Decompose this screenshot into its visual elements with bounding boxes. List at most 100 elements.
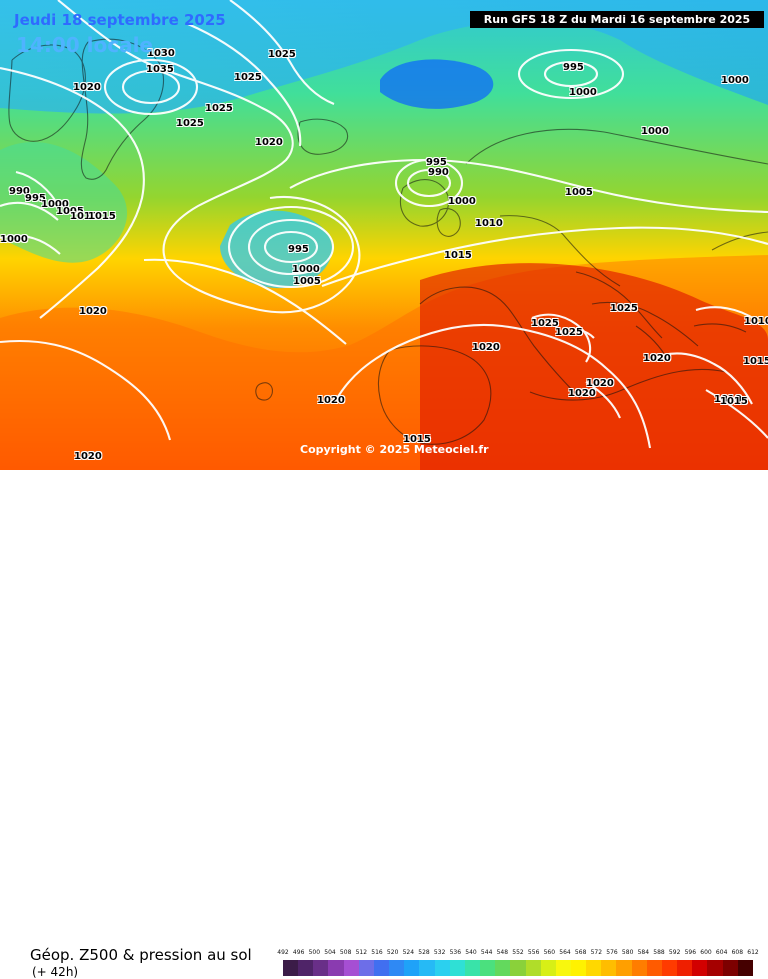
scale-color-block (495, 960, 511, 976)
isobar-label: 1020 (73, 82, 101, 93)
scale-color-block (358, 960, 374, 976)
scale-tick-label: 492 (277, 949, 289, 956)
scale-color-block (631, 960, 647, 976)
atlantic-low-zone (220, 210, 333, 289)
scale-color-block (510, 960, 526, 976)
isobar-label: 995 (288, 244, 309, 255)
scale-tick-label: 496 (292, 949, 305, 956)
isobar-label: 1030 (147, 48, 175, 59)
scale-tick-label: 608 (731, 949, 744, 956)
map-title: Géop. Z500 & pression au sol (30, 946, 252, 964)
coastlines (8, 38, 768, 445)
scale-tick-label: 584 (637, 949, 650, 956)
scale-color-block (449, 960, 465, 976)
scale-color-block (419, 960, 435, 976)
isobar-label: 1020 (317, 395, 345, 406)
scale-tick-label: 548 (496, 949, 509, 956)
isobar-label: 1020 (568, 388, 596, 399)
scale-color-block (677, 960, 693, 976)
isobar-label: 995 (25, 193, 46, 204)
scale-color-block (480, 960, 496, 976)
isobar-label: 1025 (234, 72, 262, 83)
scale-color-block (328, 960, 344, 976)
isobar-label: 1005 (565, 187, 593, 198)
isobar-label: 1010 (475, 218, 503, 229)
isobar-label: 1025 (531, 318, 559, 329)
isobar-label: 1020 (255, 137, 283, 148)
run-banner: Run GFS 18 Z du Mardi 16 septembre 2025 (470, 11, 764, 28)
scale-tick-label: 612 (747, 949, 759, 956)
scale-color-block (707, 960, 723, 976)
scale-tick-label: 500 (308, 949, 321, 956)
scale-tick-label: 556 (527, 949, 540, 956)
scale-color-block (661, 960, 678, 976)
isobar-label: 1015 (88, 211, 116, 222)
scale-color-block (646, 960, 662, 976)
isobar-label: 1000 (721, 75, 749, 86)
scale-color-block (389, 960, 405, 976)
isobar-label: 1000 (0, 234, 28, 245)
color-scale (283, 960, 753, 976)
forecast-time: 14:00 locale (16, 33, 153, 57)
scale-color-block (692, 960, 708, 976)
isobar-label: 1000 (569, 87, 597, 98)
scale-tick-label: 580 (621, 949, 634, 956)
scale-tick-label: 512 (355, 949, 368, 956)
scale-color-block (570, 960, 587, 976)
scale-tick-label: 504 (324, 949, 336, 956)
scale-tick-label: 600 (700, 949, 712, 956)
isobar-label: 1015 (88, 211, 116, 222)
scale-tick-label: 520 (386, 949, 399, 956)
forecast-date: Jeudi 18 septembre 2025 (14, 11, 226, 29)
scale-tick-label: 540 (465, 949, 477, 956)
scale-color-block (722, 960, 738, 976)
isobar-label: 1025 (610, 303, 638, 314)
scale-tick-label: 564 (559, 949, 571, 956)
scale-tick-label: 536 (449, 949, 462, 956)
map-svg (0, 0, 768, 470)
scale-tick-label: 528 (418, 949, 430, 956)
copyright: Copyright © 2025 Meteociel.fr (300, 443, 489, 456)
isobar-label: 1025 (268, 49, 296, 60)
isobar-label: 1020 (586, 378, 614, 389)
scale-color-block (404, 960, 420, 976)
isobar-label: 1020 (74, 451, 102, 462)
scale-color-block (298, 960, 314, 976)
isobar-label: 1035 (146, 64, 174, 75)
scale-color-block (525, 960, 541, 976)
isobar-label: 1015 (743, 356, 768, 367)
isobars (0, 0, 768, 449)
weather-map: 1030 1035 1025 1025 1025 1025 1020 1020 … (0, 0, 768, 470)
scale-labels: 492 496 500 504 508 512 516 520 524 528 532 536 540 5… (277, 949, 758, 959)
isobar-label: 1025 (205, 103, 233, 114)
isobar-label: 1025 (555, 327, 583, 338)
scale-tick-label: 560 (543, 949, 556, 956)
isobar-label: 1020 (643, 353, 671, 364)
isobar-label: 1015 (720, 396, 748, 407)
northern-blue-zone (0, 0, 768, 114)
scale-tick-label: 508 (339, 949, 352, 956)
forecast-range: (+ 42h) (32, 965, 79, 979)
scale-color-block (464, 960, 481, 976)
scale-tick-label: 588 (653, 949, 665, 956)
scale-color-block (283, 960, 299, 976)
scale-tick-label: 544 (480, 949, 493, 956)
scale-color-block (601, 960, 617, 976)
scale-color-block (373, 960, 390, 976)
western-low-zone (0, 141, 128, 263)
scale-tick-label: 576 (606, 949, 618, 956)
scale-color-block (313, 960, 329, 976)
scale-color-block (434, 960, 450, 976)
isobar-label: 1010 (744, 316, 768, 327)
scale-tick-label: 532 (433, 949, 446, 956)
scale-color-block (737, 960, 753, 976)
isobar-label: 1020 (79, 306, 107, 317)
isobar-label: 1000 (448, 196, 476, 207)
isobar-label: 995 (426, 157, 447, 168)
scale-tick-label: 568 (574, 949, 587, 956)
isobar-label: 995 (563, 62, 584, 73)
isobar-label: 990 (428, 167, 449, 178)
isobar-label: 1020 (472, 342, 500, 353)
mediterranean-warm-zone (420, 263, 768, 470)
